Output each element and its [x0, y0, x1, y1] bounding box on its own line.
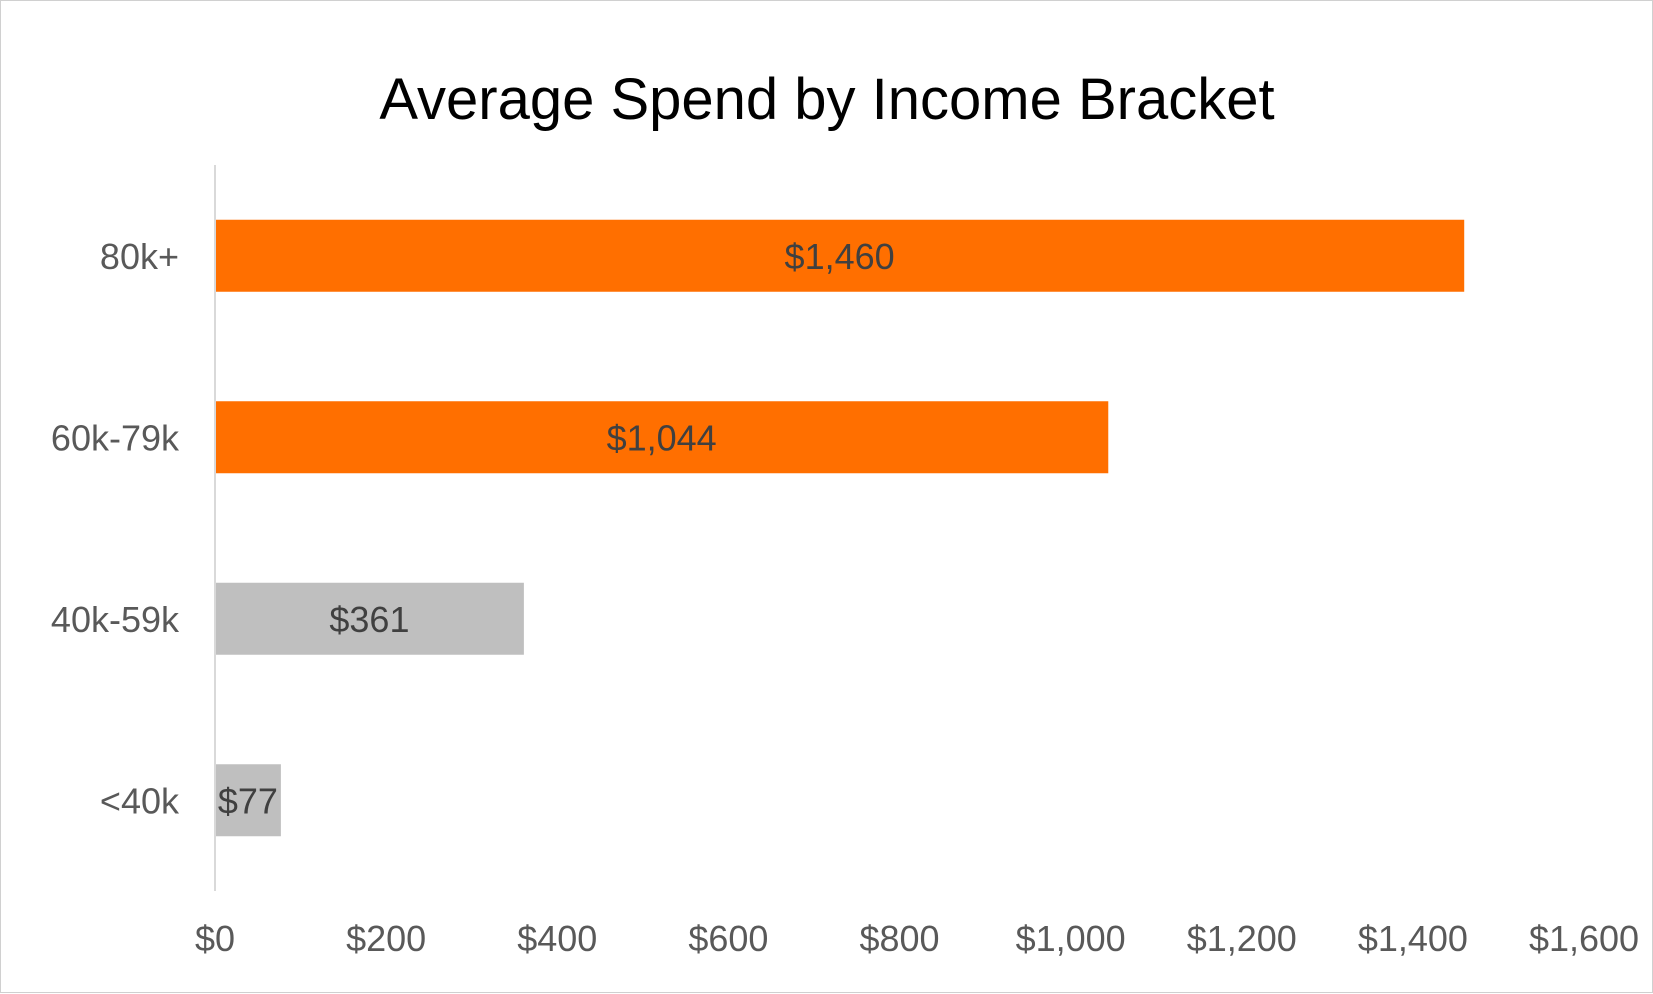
chart-title: Average Spend by Income Bracket: [379, 67, 1274, 132]
x-tick-label: $1,600: [1529, 918, 1639, 959]
category-label: 80k+: [100, 236, 179, 277]
data-label: $1,460: [785, 236, 895, 277]
x-tick-label: $0: [195, 918, 235, 959]
category-label: 40k-59k: [51, 599, 180, 640]
bar-2: [215, 582, 524, 655]
data-label: $1,044: [607, 417, 717, 458]
x-tick-label: $600: [688, 918, 768, 959]
category-label: <40k: [100, 780, 180, 821]
category-axis-labels: 80k+ 60k-79k 40k-59k <40k: [51, 236, 180, 822]
x-tick-label: $1,200: [1187, 918, 1297, 959]
x-tick-label: $1,400: [1358, 918, 1468, 959]
x-tick-label: $200: [346, 918, 426, 959]
data-label: $77: [218, 780, 278, 821]
bars-group: $1,460 $1,044 $361 $77: [215, 219, 1465, 837]
data-label: $361: [329, 599, 409, 640]
bar-0: [215, 219, 1465, 292]
x-tick-label: $400: [517, 918, 597, 959]
category-label: 60k-79k: [51, 417, 180, 458]
x-tick-label: $1,000: [1016, 918, 1126, 959]
bar-3: [215, 764, 281, 837]
value-axis-tick-labels: $0 $200 $400 $600 $800 $1,000 $1,200 $1,400 $1,6…: [195, 918, 1639, 959]
x-tick-label: $800: [859, 918, 939, 959]
bar-1: [215, 401, 1109, 474]
